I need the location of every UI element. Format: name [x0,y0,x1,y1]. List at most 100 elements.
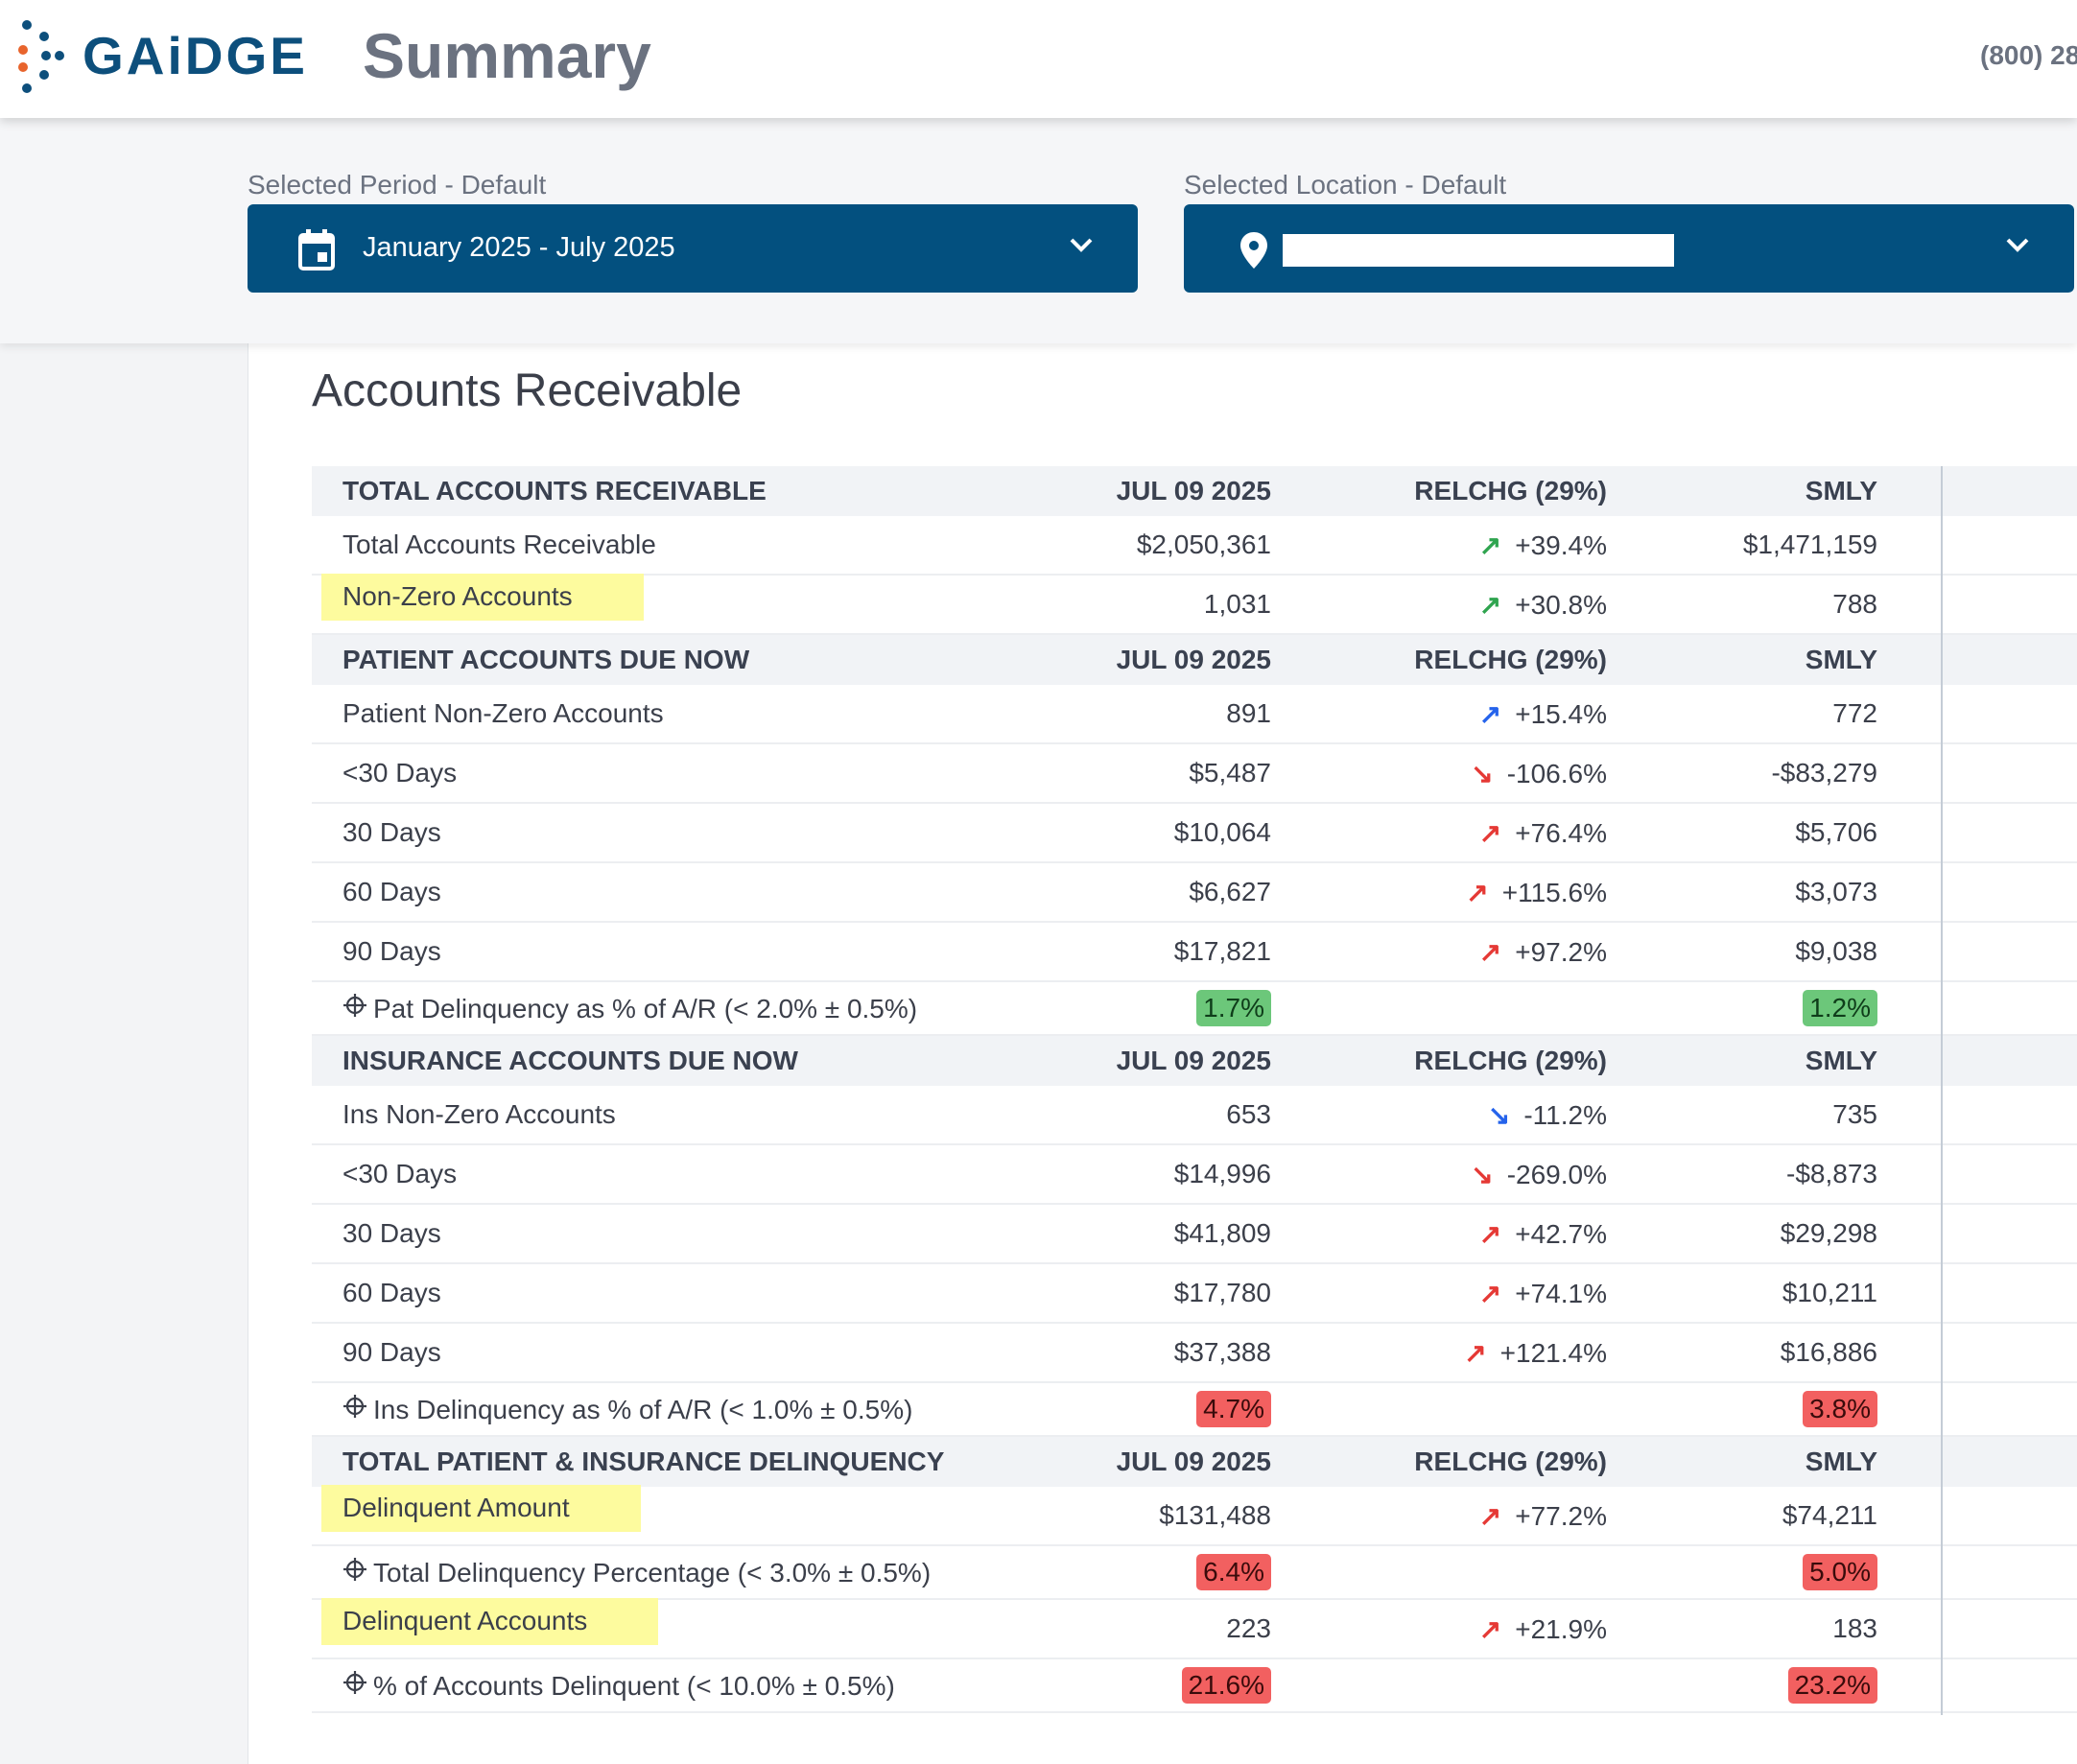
kpi-current: 6.4% [1196,1554,1271,1590]
relative-change: ↘ -106.6% [1471,758,1607,789]
column-header-relchg: RELCHG (29%) [1414,476,1607,506]
smly-value: $3,073 [1795,877,1877,906]
table-row[interactable]: Delinquent Accounts 223 ↗ +21.9% 183 [312,1598,2077,1659]
trend-arrow-icon: ↘ [1471,759,1494,788]
kpi-row[interactable]: Pat Delinquency as % of A/R (< 2.0% ± 0.… [312,982,2077,1036]
table-row[interactable]: 30 Days $41,809 ↗ +42.7% $29,298 [312,1205,2077,1264]
status-badge: 1.2% [1803,990,1877,1026]
trend-arrow-icon: ↗ [1464,1338,1487,1368]
row-label: Delinquent Amount [321,1485,641,1532]
table-row[interactable]: Delinquent Amount $131,488 ↗ +77.2% $74,211 [312,1485,2077,1546]
smly-value: -$83,279 [1771,758,1877,788]
relative-change: ↘ -269.0% [1471,1159,1607,1190]
location-dropdown[interactable] [1184,204,2074,293]
calendar-icon [298,229,335,270]
status-badge: 23.2% [1787,1667,1877,1704]
kpi-row[interactable]: Ins Delinquency as % of A/R (< 1.0% ± 0.… [312,1383,2077,1437]
table-row[interactable]: Patient Non-Zero Accounts 891 ↗ +15.4% 772 [312,685,2077,744]
period-value: January 2025 - July 2025 [363,232,675,263]
kpi-label: Total Delinquency Percentage (< 3.0% ± 0… [342,1558,931,1588]
trend-arrow-icon: ↘ [1487,1100,1511,1130]
relative-change-value: +21.9% [1515,1614,1607,1644]
relative-change: ↗ +39.4% [1479,529,1607,561]
period-label: Selected Period - Default [248,170,547,200]
relative-change: ↗ +30.8% [1479,589,1607,621]
target-icon[interactable] [342,993,367,1024]
smly-value: $74,211 [1782,1500,1877,1530]
left-gutter [0,343,248,1764]
trend-arrow-icon: ↗ [1478,937,1502,967]
status-badge: 4.7% [1196,1391,1271,1427]
column-header-date: JUL 09 2025 [1116,645,1271,674]
table-row[interactable]: 90 Days $37,388 ↗ +121.4% $16,886 [312,1324,2077,1383]
table-row[interactable]: 60 Days $17,780 ↗ +74.1% $10,211 [312,1264,2077,1324]
target-icon[interactable] [342,1394,367,1425]
ar-table: TOTAL ACCOUNTS RECEIVABLE JUL 09 2025 RELC… [312,466,2077,1713]
smly-value: $16,886 [1780,1337,1877,1367]
current-value: $17,780 [1173,1278,1271,1307]
smly-value: -$8,873 [1786,1159,1877,1188]
trend-arrow-icon: ↗ [1478,590,1502,620]
relative-change-value: +97.2% [1515,937,1607,967]
target-icon[interactable] [342,1557,367,1588]
group-header-label: TOTAL ACCOUNTS RECEIVABLE [342,476,767,506]
table-row[interactable]: 30 Days $10,064 ↗ +76.4% $5,706 [312,804,2077,863]
relative-change: ↗ +76.4% [1479,817,1607,849]
location-pin-icon [1240,232,1267,269]
column-header-relchg: RELCHG (29%) [1414,1446,1607,1476]
trend-arrow-icon: ↗ [1478,1501,1502,1531]
relative-change-value: +30.8% [1515,590,1607,620]
target-icon[interactable] [342,1670,367,1702]
kpi-row[interactable]: Total Delinquency Percentage (< 3.0% ± 0… [312,1546,2077,1600]
relative-change-value: -106.6% [1506,759,1607,788]
relative-change: ↗ +97.2% [1479,936,1607,968]
kpi-row[interactable]: % of Accounts Delinquent (< 10.0% ± 0.5%… [312,1659,2077,1713]
current-value: $14,996 [1173,1159,1271,1188]
highlighted-label: Delinquent Accounts [321,1598,659,1645]
trend-arrow-icon: ↗ [1466,878,1489,907]
accounts-receivable-panel: Accounts Receivable TOTAL ACCOUNTS RECEI… [248,343,2077,1764]
table-row[interactable]: Ins Non-Zero Accounts 653 ↘ -11.2% 735 [312,1086,2077,1145]
relative-change-value: +42.7% [1515,1219,1607,1249]
phone-number[interactable]: (800) 28 [1980,40,2077,70]
kpi-label: Ins Delinquency as % of A/R (< 1.0% ± 0.… [342,1395,912,1425]
location-value-redacted [1283,234,1674,267]
group-header: INSURANCE ACCOUNTS DUE NOW JUL 09 2025 REL… [312,1036,2077,1086]
smly-value: $29,298 [1780,1218,1877,1248]
kpi-smly: 3.8% [1803,1391,1877,1427]
trend-arrow-icon: ↗ [1478,1219,1502,1249]
table-row[interactable]: Total Accounts Receivable $2,050,361 ↗ +39.… [312,516,2077,576]
table-row[interactable]: <30 Days $14,996 ↘ -269.0% -$8,873 [312,1145,2077,1205]
row-label: Patient Non-Zero Accounts [342,698,664,728]
group-header-label: TOTAL PATIENT & INSURANCE DELINQUENCY [342,1446,945,1476]
trend-arrow-icon: ↗ [1478,1279,1502,1308]
relative-change-value: +76.4% [1515,818,1607,848]
kpi-label: % of Accounts Delinquent (< 10.0% ± 0.5%… [342,1671,895,1702]
smly-value: $1,471,159 [1742,529,1877,559]
kpi-label-text: Pat Delinquency as % of A/R (< 2.0% ± 0.… [373,994,918,1023]
section-title: Accounts Receivable [312,365,743,416]
status-badge: 1.7% [1196,990,1271,1026]
period-dropdown[interactable]: January 2025 - July 2025 [248,204,1138,293]
current-value: $5,487 [1189,758,1271,788]
table-row[interactable]: 90 Days $17,821 ↗ +97.2% $9,038 [312,923,2077,982]
column-header-smly: SMLY [1805,1046,1877,1075]
relative-change: ↗ +77.2% [1479,1500,1607,1532]
smly-value: 788 [1832,589,1877,619]
relative-change: ↗ +15.4% [1479,698,1607,730]
logo-dots-icon [18,20,64,93]
table-row[interactable]: <30 Days $5,487 ↘ -106.6% -$83,279 [312,744,2077,804]
row-label: 60 Days [342,877,441,906]
relative-change-value: +74.1% [1515,1279,1607,1308]
table-row[interactable]: 60 Days $6,627 ↗ +115.6% $3,073 [312,863,2077,923]
kpi-current: 4.7% [1196,1391,1271,1427]
column-header-relchg: RELCHG (29%) [1414,645,1607,674]
current-value: $17,821 [1173,936,1271,966]
relative-change-value: +77.2% [1515,1501,1607,1531]
row-label: 60 Days [342,1278,441,1307]
relative-change: ↗ +21.9% [1479,1613,1607,1645]
highlighted-label: Delinquent Amount [321,1485,641,1532]
table-row[interactable]: Non-Zero Accounts 1,031 ↗ +30.8% 788 [312,574,2077,635]
relative-change: ↗ +115.6% [1466,877,1607,908]
current-value: 891 [1226,698,1271,728]
